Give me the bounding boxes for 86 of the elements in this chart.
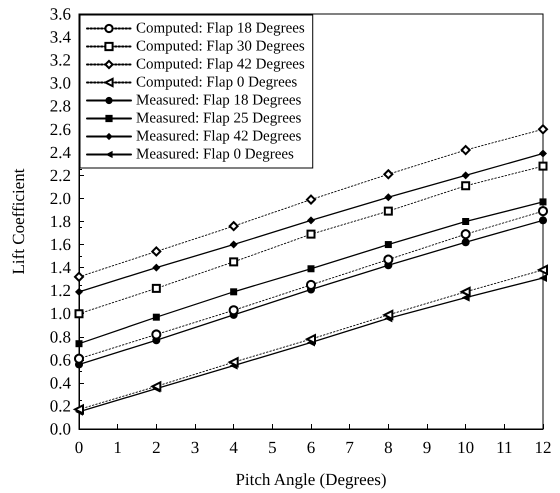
y-tick-label: 2.4: [50, 142, 72, 162]
point: [74, 404, 84, 414]
point: [462, 218, 470, 225]
point: [460, 229, 471, 240]
y-tick-label: 2.0: [50, 188, 71, 208]
legend-label: Measured: Flap 25 Degrees: [136, 110, 302, 126]
x-tick-label: 5: [268, 438, 277, 457]
x-tick-label: 10: [457, 438, 474, 457]
point: [152, 264, 160, 272]
y-tick-label: 2.6: [50, 120, 71, 139]
point: [152, 284, 161, 293]
x-tick-label: 7: [345, 438, 354, 457]
y-tick-label: 0.8: [50, 327, 71, 346]
y-tick-label: 1.8: [50, 212, 71, 231]
point: [539, 216, 547, 224]
point: [539, 274, 547, 282]
legend-label: Measured: Flap 0 Degrees: [136, 146, 294, 162]
point: [538, 162, 548, 171]
point: [151, 246, 162, 256]
x-tick-label: 8: [384, 438, 393, 457]
point: [538, 206, 548, 216]
x-axis-title: Pitch Angle (Degrees): [235, 470, 387, 489]
point: [306, 280, 316, 290]
point: [383, 310, 394, 320]
x-tick-label: 4: [229, 438, 238, 457]
y-axis-title: Lift Coefficient: [9, 168, 28, 274]
y-tick-label: 2.2: [50, 166, 71, 185]
y-tick-label: 1.6: [50, 235, 71, 254]
point: [462, 171, 470, 180]
legend-label: Measured: Flap 42 Degrees: [136, 128, 302, 144]
y-tick-label: 3.2: [50, 50, 71, 70]
y-tick-label: 1.4: [50, 258, 72, 278]
y-tick-label: 3.0: [50, 74, 71, 93]
legend-label: Computed: Flap 30 Degrees: [136, 38, 305, 54]
x-tick-label: 3: [190, 438, 200, 457]
point: [228, 357, 239, 368]
point: [151, 381, 162, 392]
point: [540, 198, 546, 206]
point: [74, 354, 84, 364]
x-tick-label: 9: [422, 438, 432, 457]
y-tick-label: 1.0: [50, 304, 71, 324]
legend-label: Measured: Flap 18 Degrees: [136, 92, 302, 108]
point: [538, 124, 548, 134]
point: [228, 305, 239, 316]
legend-label: Computed: Flap 0 Degrees: [136, 74, 298, 90]
point: [538, 264, 548, 275]
y-tick-label: 0.4: [50, 373, 72, 392]
x-tick-label: 0: [74, 438, 84, 457]
point: [306, 230, 316, 239]
point: [230, 240, 238, 249]
point: [383, 254, 394, 265]
legend-label: Computed: Flap 42 Degrees: [136, 56, 305, 72]
point: [151, 329, 162, 340]
y-tick-label: 0.6: [50, 350, 71, 370]
x-tick-label: 6: [306, 438, 316, 457]
point: [307, 216, 315, 224]
x-tick-label: 1: [113, 438, 122, 457]
y-tick-label: 3.4: [50, 28, 72, 47]
legend-label: Computed: Flap 18 Degrees: [136, 20, 305, 36]
y-tick-label: 2.8: [50, 96, 71, 116]
y-tick-label: 0.2: [50, 396, 71, 416]
point: [384, 193, 392, 202]
point: [462, 238, 470, 246]
point: [460, 286, 471, 297]
x-tick-label: 12: [534, 438, 552, 457]
point: [229, 257, 238, 266]
x-tick-label: 2: [152, 438, 161, 457]
point: [383, 169, 394, 180]
point: [308, 265, 314, 272]
point: [460, 145, 471, 156]
y-tick-label: 3.6: [50, 4, 71, 24]
point: [230, 288, 238, 296]
point: [306, 334, 316, 344]
point: [74, 272, 84, 282]
y-tick-label: 0.0: [50, 420, 71, 438]
point: [306, 194, 316, 205]
point: [74, 309, 84, 318]
y-tick-label: 1.2: [50, 281, 71, 300]
point: [228, 221, 239, 232]
x-tick-label: 11: [496, 438, 513, 457]
point: [152, 314, 160, 321]
point: [384, 206, 393, 216]
point: [461, 181, 470, 190]
point: [539, 149, 547, 158]
point: [76, 340, 82, 348]
point: [384, 241, 392, 248]
